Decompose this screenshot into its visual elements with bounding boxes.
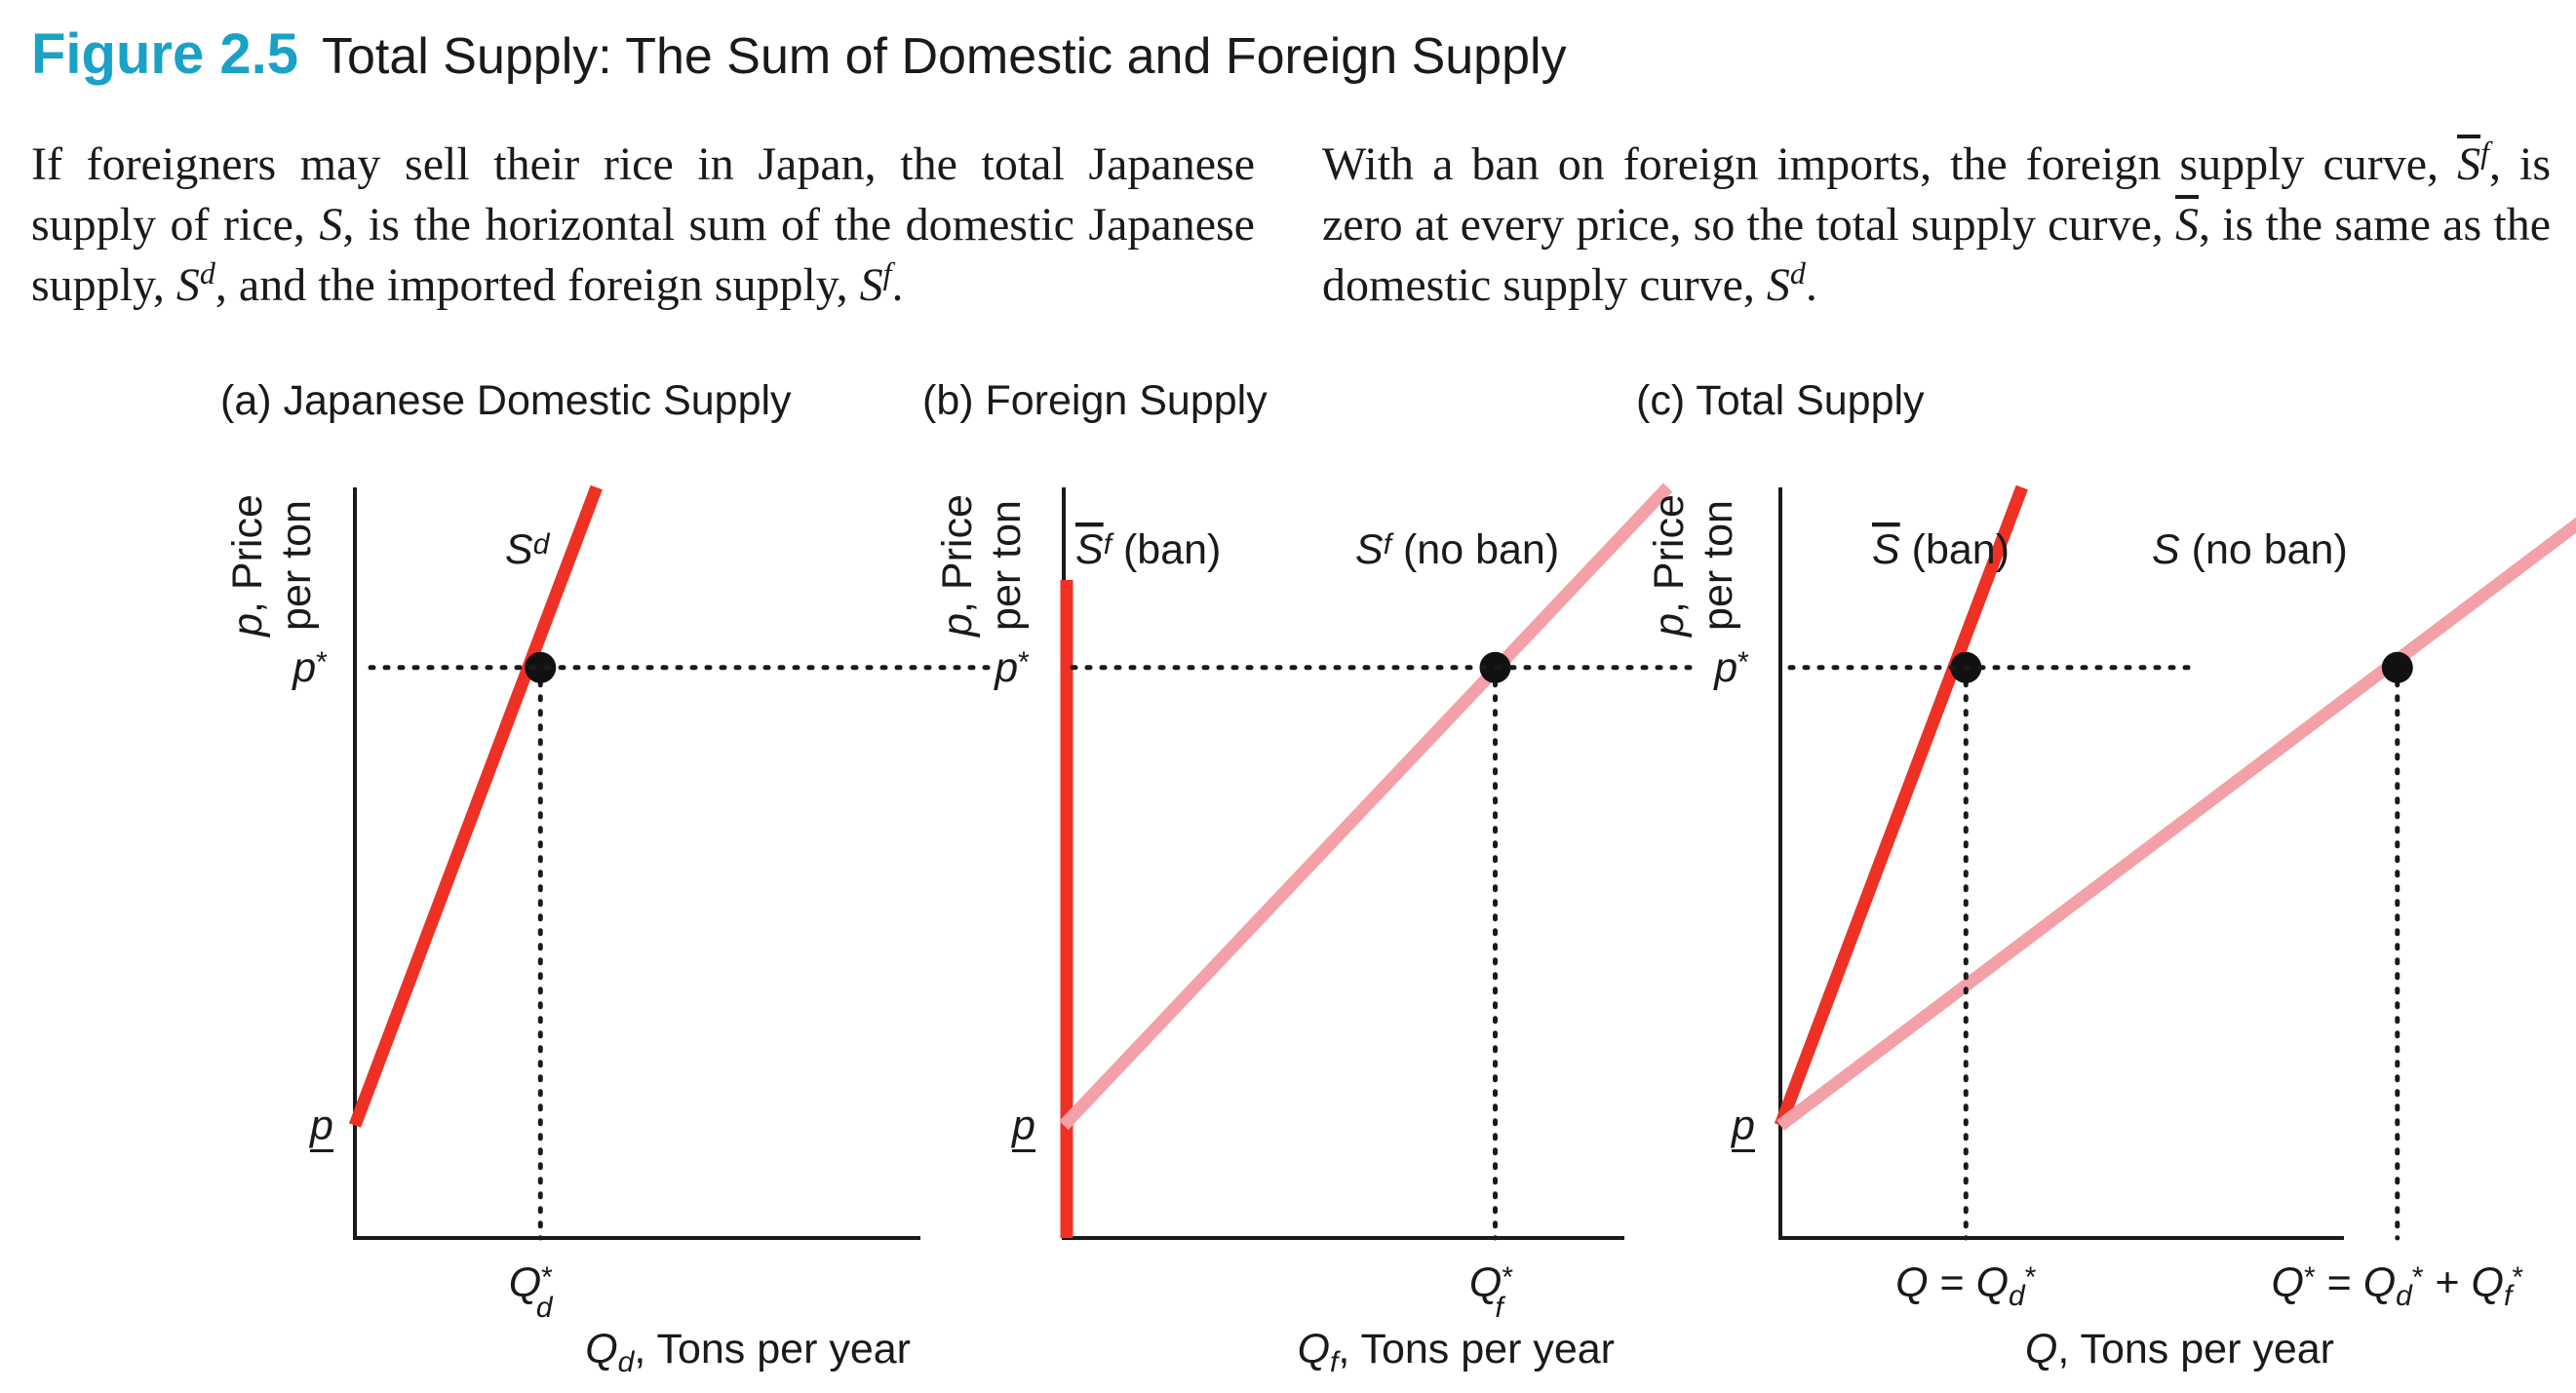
series-line-2 [1776, 517, 2576, 1131]
panel-2: (b) Foreign Supply p, Price per ton p p* Sf (… [922, 377, 1673, 1378]
y-label-line-2: per ton [273, 500, 320, 631]
y-label-line-1: p, Price [934, 494, 981, 638]
series-line-1 [1774, 484, 2028, 1128]
panel-title: (b) Foreign Supply [922, 377, 1268, 424]
y-tick-p-min: p [1730, 1103, 1755, 1149]
series-label-sd: Sd [505, 526, 551, 573]
x-axis-label: Qd, Tons per year [585, 1326, 911, 1378]
series-label-sf-ban: Sf (ban) [1075, 526, 1221, 573]
panel-title: (a) Japanese Domestic Supply [220, 377, 792, 424]
figure-title: Total Supply: The Sum of Domestic and Fo… [321, 28, 1567, 85]
y-axis-label: p, Price per ton [224, 494, 320, 638]
y-tick-p-star: p* [291, 644, 328, 691]
x-tick-qf-sub: f [1495, 1292, 1505, 1324]
x-axis-label: Qf, Tons per year [1298, 1326, 1615, 1378]
axes [353, 487, 920, 1240]
x-tick-qstar-sum: Q* = Qd* + Qf* [2272, 1259, 2524, 1312]
y-label-line-2: per ton [1695, 500, 1741, 631]
series-line-1 [348, 484, 603, 1128]
x-tick-qd-sub: d [536, 1292, 554, 1324]
y-label-line-2: per ton [983, 500, 1030, 631]
series-label-sf-noban: Sf (no ban) [1355, 526, 1559, 573]
panel-3: (c) Total Supply p, Price per ton p p* S (ban… [1636, 377, 2576, 1373]
x-tick-qd-star: Q* [509, 1259, 553, 1306]
figure-heading: Figure 2.5 Total Supply: The Sum of Domes… [31, 21, 1567, 87]
y-tick-p-star: p* [993, 644, 1030, 691]
series-label-sbar-ban: S (ban) [1872, 526, 2010, 573]
y-axis-label: p, Price per ton [934, 494, 1030, 638]
caption-left: If foreigners may sell their rice in Jap… [31, 138, 1255, 311]
equilibrium-point [525, 651, 557, 683]
x-tick-q-eq-qd: Q = Qd* [1895, 1259, 2037, 1312]
y-tick-p-star: p* [1712, 644, 1749, 691]
y-axis-label: p, Price per ton [1646, 494, 1741, 638]
x-axis-label: Q, Tons per year [2025, 1326, 2334, 1373]
axes [1062, 487, 1624, 1240]
caption-right: With a ban on foreign imports, the forei… [1322, 135, 2552, 311]
x-tick-qf-star: Q* [1469, 1259, 1513, 1306]
figure-number: Figure 2.5 [31, 22, 298, 86]
y-tick-p-min: p [308, 1103, 333, 1149]
axes [1778, 487, 2344, 1240]
y-label-line-1: p, Price [224, 494, 271, 638]
panel-1: (a) Japanese Domestic Supply p, Price per … [220, 377, 920, 1378]
panel-title: (c) Total Supply [1636, 377, 1925, 424]
y-tick-p-min: p [1010, 1103, 1035, 1149]
y-label-line-1: p, Price [1646, 494, 1693, 638]
series-label-s-noban: S (no ban) [2152, 526, 2348, 573]
series-line-2 [1059, 483, 1673, 1130]
equilibrium-point [2381, 651, 2413, 683]
